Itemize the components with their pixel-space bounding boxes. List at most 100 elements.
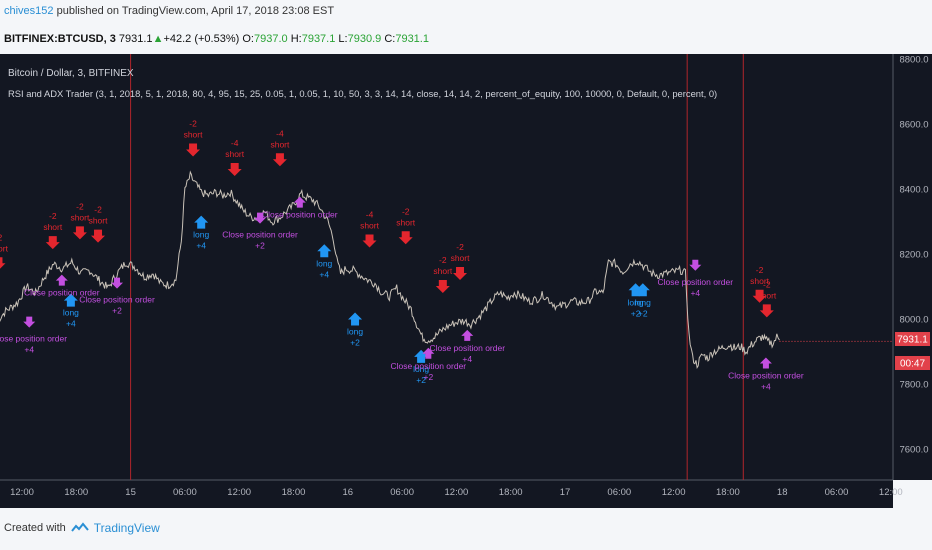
y-tick-label: 7800.0 bbox=[899, 380, 928, 391]
long-arrow-icon bbox=[317, 244, 332, 258]
short-label: short bbox=[184, 130, 204, 140]
close-order-label: Close position order bbox=[391, 361, 467, 371]
x-tick-label: 06:00 bbox=[390, 487, 414, 498]
x-tick-label: 06:00 bbox=[173, 487, 197, 498]
y-tick-label: 8800.0 bbox=[899, 55, 928, 66]
y-tick-label: 8600.0 bbox=[899, 120, 928, 131]
close-qty-label: +2 bbox=[255, 241, 265, 251]
close-arrow-icon bbox=[759, 357, 772, 369]
close-arrow-icon bbox=[111, 277, 124, 289]
symbol-label[interactable]: BITFINEX:BTCUSD, 3 bbox=[4, 33, 116, 45]
short-qty-label: -2 bbox=[189, 119, 197, 129]
close-order-label: Close position order bbox=[0, 334, 67, 344]
publisher-link[interactable]: chives152 bbox=[4, 5, 54, 17]
long-arrow-icon bbox=[635, 283, 650, 297]
x-tick-label: 12:00 bbox=[445, 487, 469, 498]
high-value: 7937.1 bbox=[301, 33, 336, 45]
price-series-line bbox=[0, 170, 780, 370]
x-tick-label: 18 bbox=[777, 487, 788, 498]
tradingview-brand[interactable]: TradingView bbox=[93, 521, 160, 535]
close-label: C: bbox=[384, 33, 396, 45]
y-tick-label: 8400.0 bbox=[899, 185, 928, 196]
short-qty-label: -2 bbox=[763, 279, 771, 289]
short-arrow-icon bbox=[45, 236, 60, 250]
short-label: short bbox=[70, 212, 90, 222]
short-qty-label: -2 bbox=[756, 265, 764, 275]
short-label: short bbox=[433, 266, 453, 276]
footer: Created with TradingView bbox=[4, 521, 160, 535]
created-with-text: Created with bbox=[4, 522, 66, 534]
close-order-label: Close position order bbox=[79, 295, 155, 305]
price-chart[interactable]: 7600.0 7800.0 8000.0 8200.0 8400.0 8600.0 8800… bbox=[0, 54, 932, 512]
close-arrow-icon bbox=[23, 316, 36, 328]
x-tick-label: 12:00 bbox=[10, 487, 34, 498]
close-arrow-icon bbox=[422, 347, 435, 359]
close-arrow-icon bbox=[461, 329, 474, 341]
low-value: 7930.9 bbox=[347, 33, 382, 45]
short-qty-label: -4 bbox=[366, 210, 374, 220]
short-qty-label: -2 bbox=[76, 201, 84, 211]
long-label: long bbox=[316, 258, 332, 268]
chart-title: Bitcoin / Dollar, 3, BITFINEX bbox=[8, 68, 134, 79]
short-label: short bbox=[360, 221, 380, 231]
last-price: 7931.1 bbox=[118, 33, 153, 45]
short-label: short bbox=[396, 217, 416, 227]
x-tick-label: 18:00 bbox=[716, 487, 740, 498]
x-tick-label: 12:00 bbox=[227, 487, 251, 498]
close-order-label: Close position order bbox=[24, 288, 100, 298]
strategy-legend[interactable]: RSI and ADX Trader (3, 1, 2018, 5, 1, 20… bbox=[8, 88, 717, 99]
bar-timer-text: 00:47 bbox=[900, 359, 925, 370]
short-arrow-icon bbox=[272, 153, 287, 167]
long-label: long bbox=[347, 327, 363, 337]
y-tick-label: 8000.0 bbox=[899, 315, 928, 326]
short-qty-label: -2 bbox=[456, 242, 464, 252]
current-price-box bbox=[895, 332, 930, 346]
x-tick-label: 15 bbox=[125, 487, 136, 498]
long-label: long bbox=[413, 364, 429, 374]
x-tick-label: 18:00 bbox=[282, 487, 306, 498]
up-arrow-icon: ▲ bbox=[152, 33, 164, 45]
short-arrow-icon bbox=[453, 267, 468, 280]
bar-timer-box bbox=[895, 356, 930, 370]
short-label: short bbox=[750, 276, 770, 286]
long-arrow-icon bbox=[414, 349, 429, 363]
close-qty-label: +4 bbox=[690, 288, 700, 298]
current-price-text: 7931.1 bbox=[897, 335, 928, 346]
short-label: short bbox=[757, 290, 777, 300]
x-tick-label: 12:00 bbox=[662, 487, 686, 498]
short-arrow-icon bbox=[759, 304, 774, 318]
short-label: short bbox=[43, 222, 63, 232]
short-qty-label: -2 bbox=[439, 255, 447, 265]
long-qty-label: +2 bbox=[416, 375, 426, 385]
close-arrow-icon bbox=[55, 274, 68, 286]
short-arrow-icon bbox=[0, 257, 6, 269]
short-arrow-icon bbox=[398, 231, 413, 245]
price-scale[interactable] bbox=[893, 54, 932, 480]
low-label: L: bbox=[338, 33, 348, 45]
long-qty-label: +4 bbox=[66, 319, 76, 329]
short-arrow-icon bbox=[435, 280, 450, 293]
close-order-label: Close position order bbox=[222, 230, 298, 240]
close-qty-label: +4 bbox=[761, 382, 771, 392]
time-scale[interactable] bbox=[0, 480, 893, 508]
close-order-label: Close position order bbox=[658, 277, 734, 287]
y-tick-label: 8200.0 bbox=[899, 250, 928, 261]
short-label: short bbox=[225, 149, 245, 159]
high-label: H: bbox=[290, 33, 302, 45]
open-value: 7937.0 bbox=[253, 33, 288, 45]
long-label: long bbox=[635, 297, 651, 307]
short-arrow-icon bbox=[91, 229, 106, 243]
short-arrow-icon bbox=[752, 289, 767, 303]
short-qty-label: -2 bbox=[94, 205, 102, 215]
close-order-label: Close position order bbox=[262, 210, 338, 220]
x-tick-label: 06:00 bbox=[825, 487, 849, 498]
short-qty-label: -4 bbox=[231, 138, 239, 148]
long-label: long bbox=[63, 308, 79, 318]
short-label: short bbox=[89, 216, 109, 226]
close-qty-label: +4 bbox=[24, 345, 34, 355]
long-qty-label: +2 bbox=[631, 308, 641, 318]
close-value: 7931.1 bbox=[395, 33, 429, 45]
x-tick-label: 18:00 bbox=[64, 487, 88, 498]
short-qty-label: -4 bbox=[276, 128, 284, 138]
short-qty-label: -2 bbox=[49, 211, 57, 221]
